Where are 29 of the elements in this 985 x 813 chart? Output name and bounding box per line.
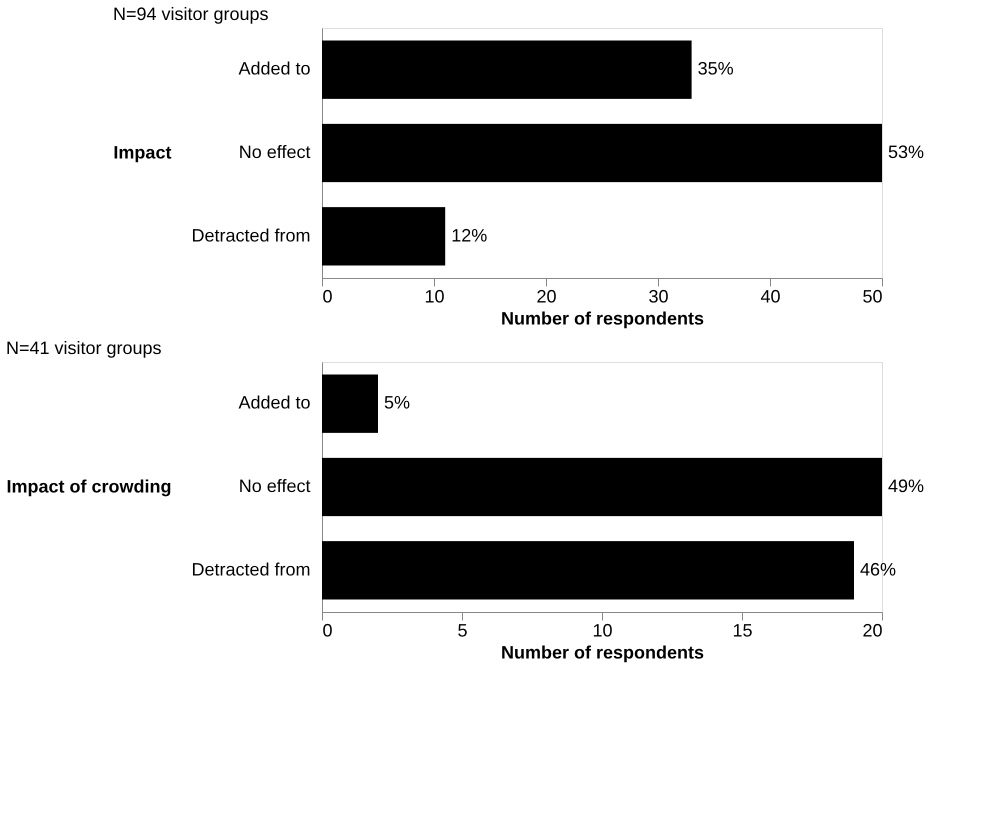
x-tick-label: 20 [862, 620, 882, 640]
annotation: 35% [698, 58, 734, 79]
x-axis-title: Number of respondents [500, 642, 704, 662]
y-tick-label: Added to [238, 58, 310, 79]
x-tick-label: 15 [732, 620, 753, 640]
x-tick-label: 40 [760, 286, 781, 306]
y-axis-title: Impact of crowding [6, 476, 172, 496]
annotation: 46% [860, 559, 896, 580]
x-tick-label: 20 [536, 286, 557, 306]
x-tick-label: 50 [862, 286, 882, 306]
annotation: 5% [384, 392, 410, 413]
x-tick-label: 10 [424, 286, 445, 306]
x-axis-title: Number of respondents [500, 308, 704, 328]
annotation: 53% [888, 142, 924, 162]
y-tick-label: Added to [238, 392, 310, 413]
annotation: 12% [451, 225, 488, 246]
x-tick-label: 10 [592, 620, 613, 640]
chart-title: N=94 visitor groups [112, 4, 269, 24]
y-tick-label: No effect [238, 142, 310, 162]
annotation: 49% [888, 476, 924, 496]
x-tick-label: 0 [322, 286, 333, 306]
y-tick-label: Detracted from [191, 225, 310, 246]
x-tick-label: 5 [457, 620, 468, 640]
y-tick-label: Detracted from [191, 559, 310, 580]
x-tick-label: 30 [648, 286, 669, 306]
y-axis-title: Impact [113, 142, 172, 162]
y-tick-label: No effect [238, 476, 310, 496]
text: N=41 visitor groups [6, 338, 162, 358]
x-tick-label: 0 [322, 620, 333, 640]
